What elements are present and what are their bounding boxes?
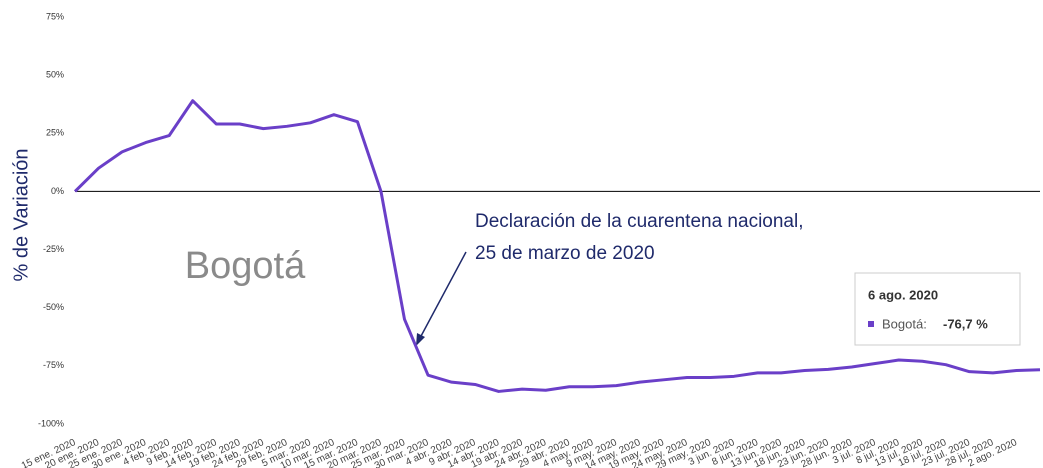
y-tick-label: 50% — [46, 70, 64, 80]
tooltip-swatch — [868, 321, 874, 327]
tooltip — [854, 272, 1021, 346]
series-line — [73, 99, 1041, 393]
y-tick-label: 75% — [46, 11, 64, 21]
y-tick-label: -100% — [38, 418, 64, 428]
y-tick-label: -75% — [43, 360, 64, 370]
series-label: Bogotá — [185, 245, 306, 287]
y-tick-label: 25% — [46, 128, 64, 138]
y-axis-label: % de Variación — [10, 148, 32, 281]
arrow-head — [416, 333, 425, 346]
arrow — [419, 251, 467, 339]
y-tick-label: 0% — [51, 186, 64, 196]
tooltip-date: 6 ago. 2020 — [868, 287, 938, 302]
tooltip-value: -76,7 % — [943, 316, 988, 331]
y-tick-label: -25% — [43, 244, 64, 254]
tooltip-label: Bogotá: — [882, 316, 927, 331]
annotation: 25 de marzo de 2020 — [475, 243, 655, 264]
annotation: Declaración de la cuarentena nacional, — [475, 211, 804, 232]
y-tick-label: -50% — [43, 302, 64, 312]
